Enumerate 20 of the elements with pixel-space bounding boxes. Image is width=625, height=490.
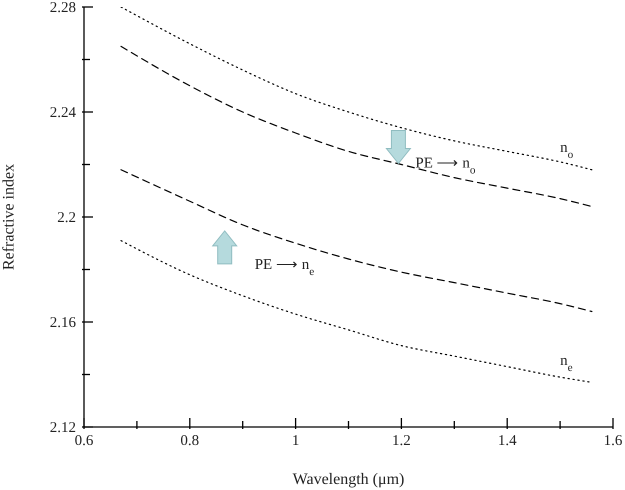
x-tick-label: 0.8 bbox=[180, 433, 200, 449]
y-tick-label: 2.16 bbox=[50, 315, 76, 331]
series-label: n$_{o}$ bbox=[560, 140, 574, 161]
line-series bbox=[120, 46, 592, 208]
y-tick-label: 2.2 bbox=[57, 210, 76, 226]
line-series bbox=[120, 169, 592, 312]
y-tick-label: 2.28 bbox=[50, 0, 76, 16]
x-axis-title: Wavelength (μm) bbox=[292, 471, 404, 488]
line-series bbox=[120, 240, 592, 383]
series-label: n$_{e}$ bbox=[560, 353, 573, 374]
y-tick-label: 2.24 bbox=[50, 105, 76, 121]
y-axis-title: Refractive index bbox=[0, 164, 18, 270]
x-tick-label: 1.4 bbox=[498, 433, 518, 449]
y-tick-label: 2.12 bbox=[50, 420, 76, 436]
x-tick-label: 0.6 bbox=[74, 433, 94, 449]
x-tick-label: 1 bbox=[292, 433, 300, 449]
x-tick-label: 1.2 bbox=[392, 433, 411, 449]
series-label: PE ⟶ n$_{e}$ bbox=[254, 256, 314, 278]
x-tick-label: 1.6 bbox=[604, 433, 623, 449]
series-label: PE ⟶ n$_{o}$ bbox=[415, 156, 476, 176]
